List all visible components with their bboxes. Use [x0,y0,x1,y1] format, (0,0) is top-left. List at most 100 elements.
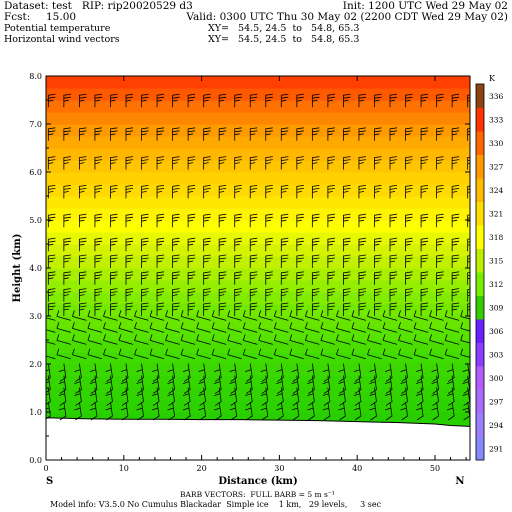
wind-barb [234,237,242,252]
wind-barb [245,363,253,382]
wind-barb [58,401,67,421]
wind-barb [141,127,149,141]
colorbar-label: 312 [489,280,504,289]
wind-barb [296,288,304,302]
wind-barb [336,310,351,321]
wind-barb [89,387,98,406]
wind-barb [398,348,413,360]
wind-barb [307,387,315,406]
wind-barb [156,271,165,285]
x-tick-label: 30 [274,464,284,473]
wind-barb [78,254,87,268]
wind-barb [311,213,320,228]
wind-barb [78,156,87,170]
wind-barb [94,302,102,316]
wind-barb [125,213,134,228]
y-tick-label: 2.0 [29,360,42,369]
wind-barb [227,348,242,360]
wind-barb [451,271,460,285]
wind-barb [234,288,242,302]
wind-barb [118,348,134,360]
wind-barb [180,348,196,360]
wind-barb [172,93,180,108]
wind-barb [151,387,160,406]
wind-barb [134,310,149,321]
wind-barb [431,401,440,421]
wind-barb [460,310,470,320]
wind-barb [151,363,160,382]
wind-barb [78,127,87,141]
wind-barb [353,375,362,394]
wind-barb [431,387,440,406]
wind-barb [420,271,429,285]
wind-barb [110,156,118,170]
wind-barb [338,363,346,382]
wind-barb [289,334,304,345]
wind-barb [63,237,71,252]
wind-barb [172,213,180,228]
wind-barb [451,156,460,170]
wind-barb [374,156,382,170]
colorbar-segment [476,342,484,367]
wind-barb [94,213,102,228]
wind-barb [167,363,176,382]
x-axis-label: Distance (km) [218,476,297,487]
wind-barb [367,334,382,345]
wind-barb [405,271,413,285]
wind-barb [182,387,191,406]
colorbar-frame [475,83,485,461]
y-tick-label: 6.0 [29,168,42,177]
wind-barb [291,363,300,382]
wind-barb [89,375,98,394]
theta-band [46,232,470,245]
wind-barb [46,341,56,345]
wind-barb [172,127,180,141]
colorbar-label: 330 [489,139,504,148]
colorbar-label: 318 [489,233,504,242]
wind-barb [382,322,398,333]
wind-barb [260,387,269,406]
wind-barb [320,322,335,333]
wind-barb [343,288,351,302]
wind-barb [172,271,180,285]
wind-barb [265,237,273,252]
wind-barb [63,127,71,141]
wind-barb [280,237,289,252]
wind-barb [413,310,429,321]
wind-barb [320,310,335,321]
wind-barb [72,348,87,360]
wind-barb [467,214,470,228]
wind-barb [369,401,377,421]
wind-barb [120,375,129,394]
wind-barb [296,237,304,252]
wind-barb [249,254,258,268]
wind-barb [382,310,398,321]
wind-barb [47,254,56,268]
wind-barb [141,302,149,316]
wind-barb [358,288,367,302]
wind-barb [451,213,460,228]
wind-barb [322,387,331,406]
wind-barb [165,334,180,345]
wind-barb [47,288,56,302]
wind-barb [72,334,87,345]
wind-barb [46,317,56,321]
theta-band [46,400,470,413]
wind-barb [172,302,180,316]
theta-band [46,136,470,149]
model-info: Model info: V3.5.0 No Cumulus Blackadar … [50,500,382,509]
colorbar-segment [476,366,484,390]
wind-barb [265,156,273,170]
wind-barb [436,288,444,302]
wind-barb [327,93,335,108]
wind-barb [389,213,398,228]
wind-barb [280,271,289,285]
wind-barb [311,93,320,108]
wind-barb [405,185,413,199]
wind-barb [211,334,227,345]
wind-barb [211,322,227,333]
wind-barb [218,156,227,170]
wind-barb [165,322,180,333]
wind-barb [249,213,258,228]
